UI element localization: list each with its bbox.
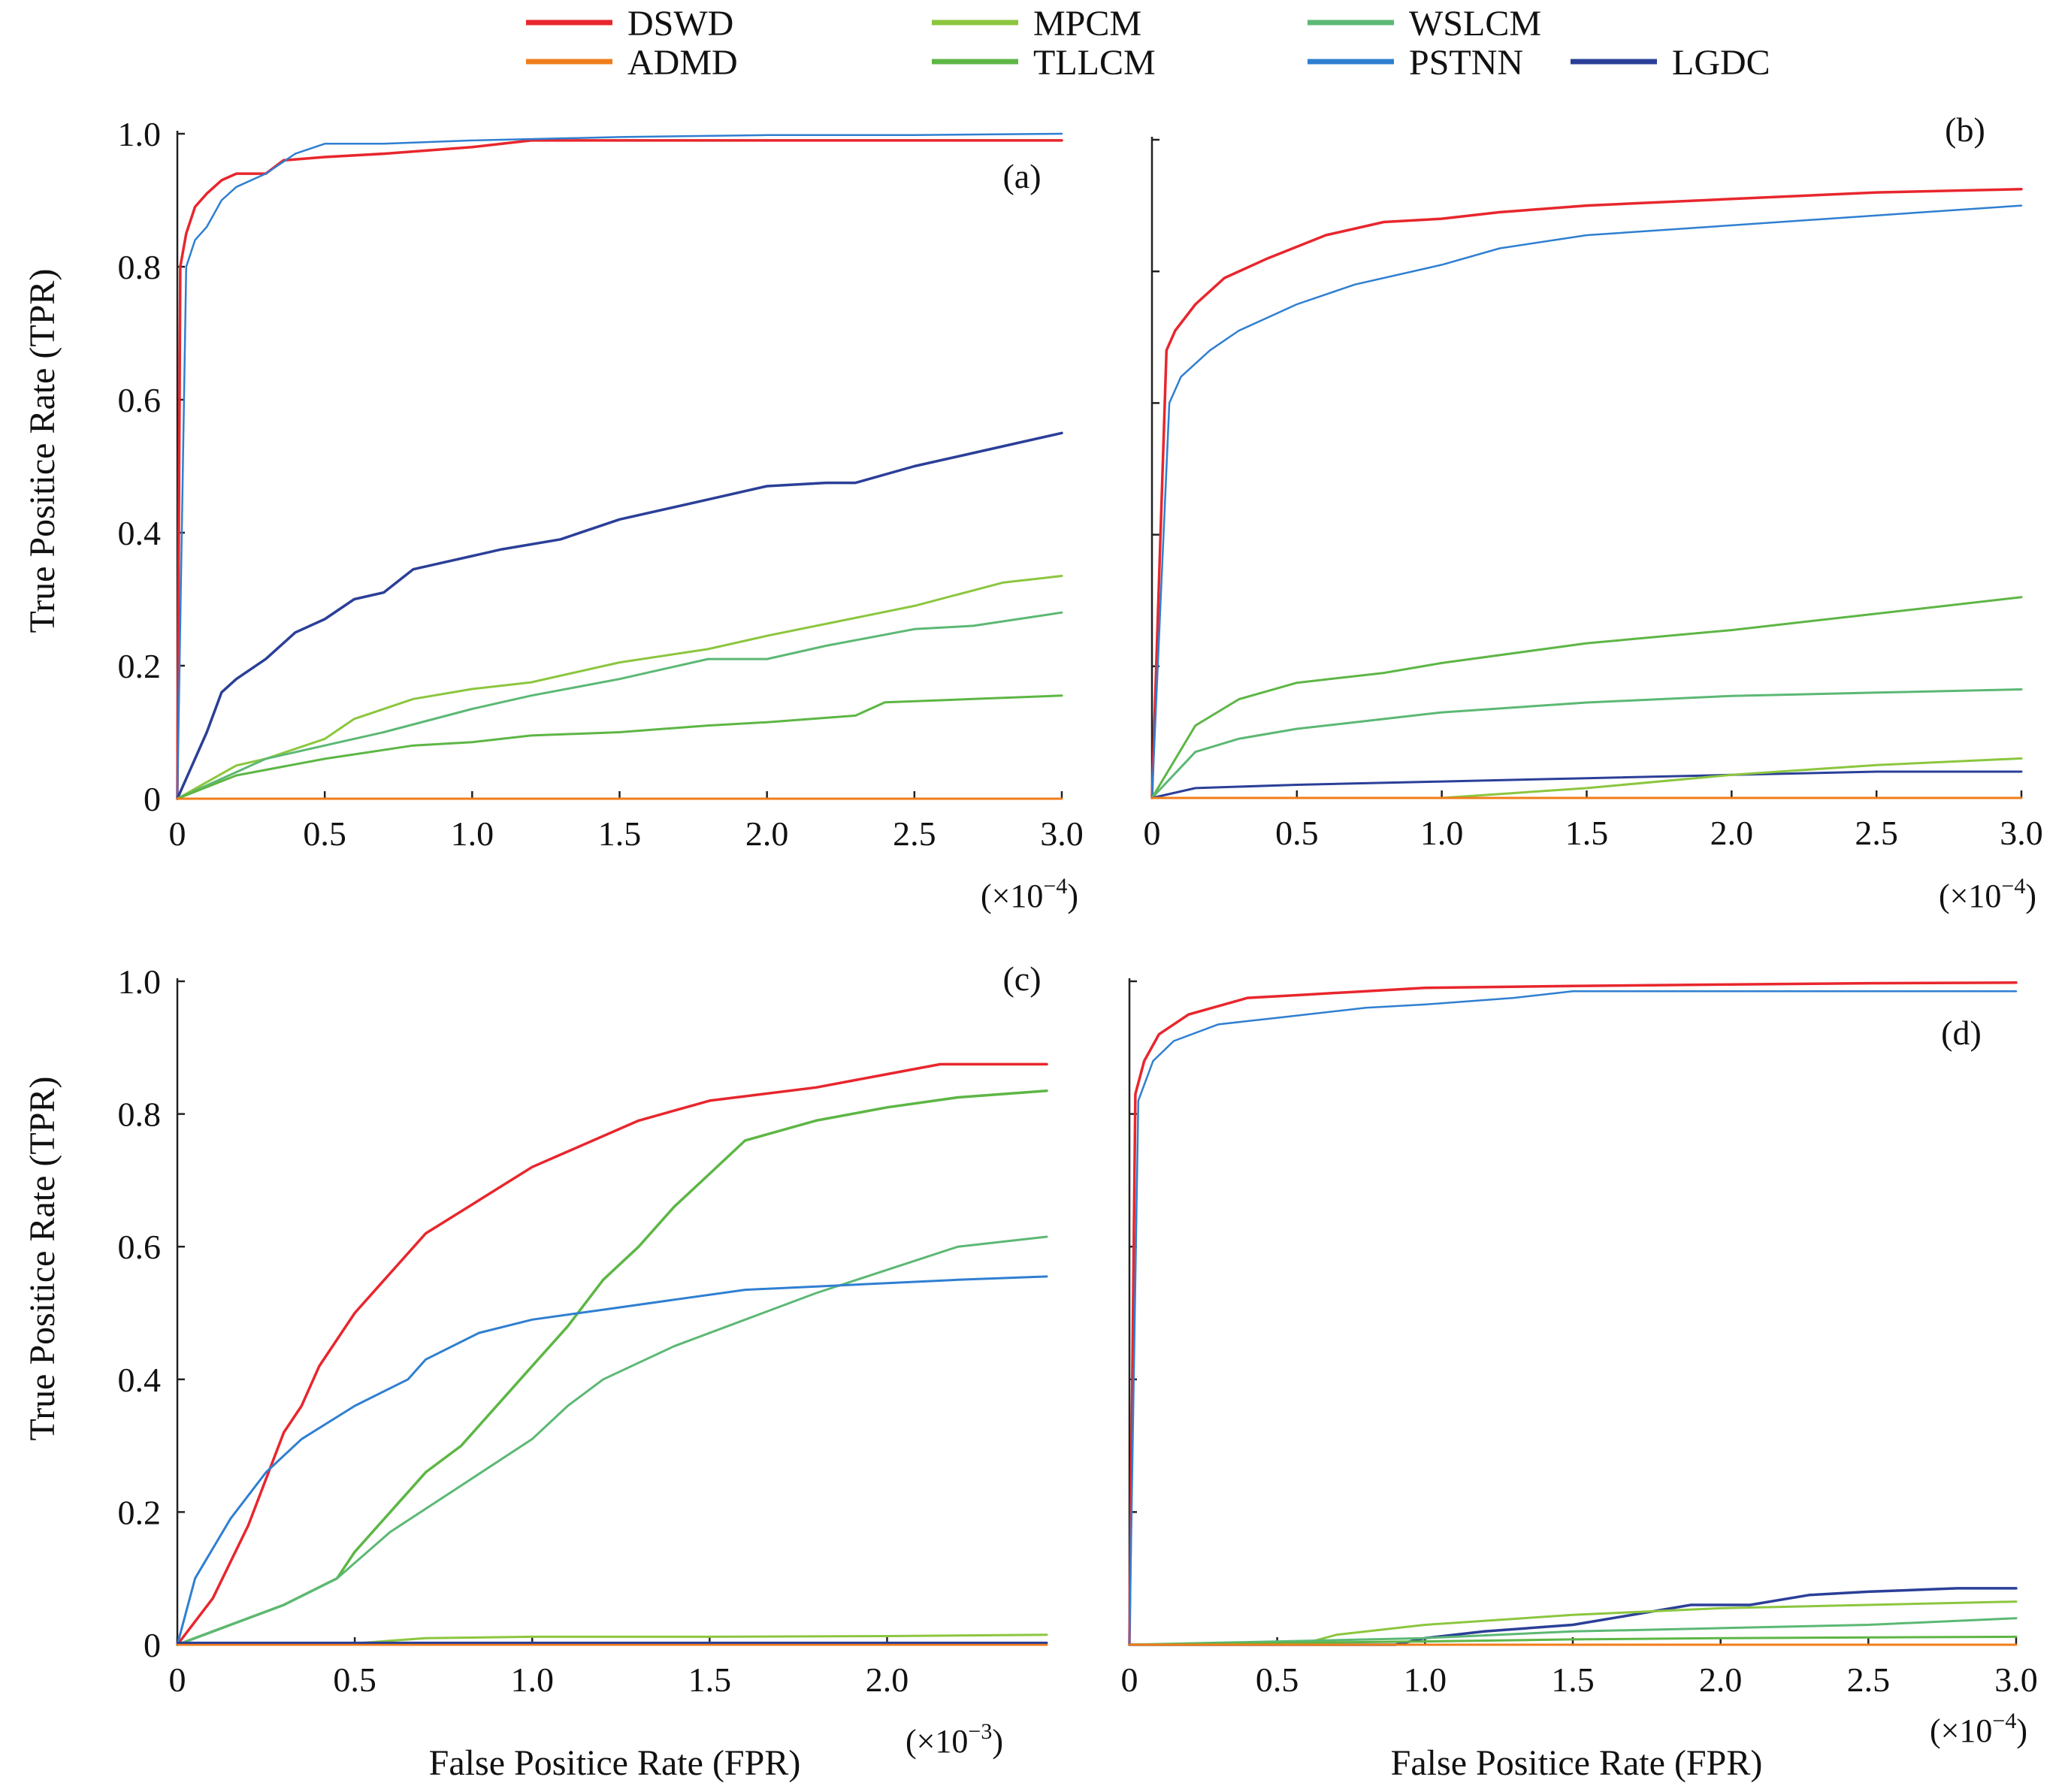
x-axis-title-right: False Positice Rate (FPR) <box>1391 1743 1763 1783</box>
series-line-b-wslcm <box>1150 688 2023 799</box>
panel-label-a: (a) <box>1002 157 1041 195</box>
y-tick-label-c-1: 0.2 <box>118 1493 162 1531</box>
y-tick-label-c-0: 0 <box>144 1626 161 1664</box>
x-tick-label-b-4: 2.0 <box>1710 814 1754 852</box>
legend-label-admd: ADMD <box>627 43 738 83</box>
x-tick-label-b-5: 2.5 <box>1855 814 1898 852</box>
x-tick-label-d-1: 0.5 <box>1256 1661 1299 1699</box>
series-line-b-tllcm <box>1150 596 2023 799</box>
x-tick-label-a-2: 1.0 <box>451 814 494 853</box>
x-multiplier-a: (×10−4) <box>981 874 1078 914</box>
legend-item-mpcm: MPCM <box>932 4 1141 44</box>
y-tick-label-a-2: 0.4 <box>118 514 162 552</box>
x-tick-label-a-6: 3.0 <box>1040 814 1084 853</box>
y-tick-label-c-2: 0.4 <box>118 1361 162 1399</box>
y-tick-label-c-3: 0.6 <box>118 1228 162 1266</box>
y-tick-label-a-3: 0.6 <box>118 381 162 419</box>
series-line-a-dswd <box>176 139 1063 800</box>
y-tick-label-a-5: 1.0 <box>118 115 162 153</box>
series-line-a-pstnn <box>176 132 1063 800</box>
legend-label-wslcm: WSLCM <box>1409 4 1541 44</box>
y-tick-label-a-4: 0.8 <box>118 248 162 286</box>
x-tick-label-d-3: 1.5 <box>1551 1661 1595 1699</box>
y-tick-label-c-4: 0.8 <box>118 1095 162 1134</box>
x-tick-label-a-5: 2.5 <box>893 814 936 853</box>
legend-item-wslcm: WSLCM <box>1308 4 1541 44</box>
legend-item-dswd: DSWD <box>526 4 733 44</box>
x-axis-title-left: False Positice Rate (FPR) <box>429 1743 801 1783</box>
x-multiplier-b: (×10−4) <box>1939 874 2036 914</box>
series-line-c-tllcm <box>176 1089 1048 1646</box>
legend-label-lgdc: LGDC <box>1672 43 1770 83</box>
x-tick-label-c-3: 1.5 <box>688 1661 732 1699</box>
x-tick-label-c-4: 2.0 <box>866 1661 909 1699</box>
legend: DSWD MPCM WSLCM ADMD TLLCM PSTNN LGDC <box>526 4 1770 83</box>
series-line-b-dswd <box>1150 187 2023 799</box>
panel-c: 0 0.2 0.4 0.6 0.8 1.0 0 0.5 1.0 1.5 2.0 (×10−3) (c) <box>118 959 1048 1760</box>
series-line-c-pstnn <box>176 1275 1048 1646</box>
series-line-b-lgdc <box>1150 770 2023 799</box>
series-line-a-wslcm <box>176 611 1063 800</box>
y-tick-label-a-1: 0.2 <box>118 647 162 685</box>
x-tick-label-d-0: 0 <box>1121 1661 1138 1699</box>
legend-item-lgdc: LGDC <box>1571 43 1770 83</box>
panel-label-c: (c) <box>1002 959 1041 998</box>
legend-item-admd: ADMD <box>526 43 738 83</box>
series-line-a-mpcm <box>176 575 1063 800</box>
x-tick-label-c-0: 0 <box>169 1661 186 1699</box>
x-tick-label-a-4: 2.0 <box>745 814 789 853</box>
series-line-b-pstnn <box>1150 204 2023 799</box>
series-line-a-lgdc <box>176 431 1063 800</box>
y-tick-label-c-5: 1.0 <box>118 962 162 1001</box>
series-line-d-pstnn <box>1128 990 2018 1646</box>
x-tick-label-c-1: 0.5 <box>333 1661 376 1699</box>
legend-label-dswd: DSWD <box>627 4 733 44</box>
x-tick-label-a-1: 0.5 <box>303 814 346 853</box>
series-line-d-tllcm <box>1128 1635 2018 1646</box>
panel-label-d: (d) <box>1941 1014 1982 1052</box>
x-tick-label-d-4: 2.0 <box>1699 1661 1743 1699</box>
chart-panels: 0 0.2 0.4 0.6 0.8 1.0 0 0.5 1.0 1.5 2.0 2.5 3.0 (×10−… <box>118 110 2043 1760</box>
legend-item-pstnn: PSTNN <box>1308 43 1523 83</box>
legend-label-mpcm: MPCM <box>1033 4 1141 44</box>
y-axis-title-top: True Positice Rate (TPR) <box>23 269 62 633</box>
series-line-c-dswd <box>176 1062 1048 1646</box>
y-axis-title-bottom: True Positice Rate (TPR) <box>23 1077 62 1441</box>
x-tick-label-a-0: 0 <box>169 814 186 853</box>
y-tick-label-a-0: 0 <box>144 780 161 818</box>
series-line-d-wslcm <box>1128 1617 2018 1646</box>
series-line-a-tllcm <box>176 694 1063 800</box>
legend-item-tllcm: TLLCM <box>932 43 1156 83</box>
series-line-c-wslcm <box>176 1235 1048 1646</box>
x-multiplier-c: (×10−3) <box>905 1719 1003 1760</box>
x-tick-label-c-2: 1.0 <box>510 1661 554 1699</box>
panel-label-b: (b) <box>1945 110 1985 149</box>
series-line-d-dswd <box>1128 981 2018 1646</box>
x-multiplier-d: (×10−4) <box>1930 1709 2027 1749</box>
x-tick-label-b-0: 0 <box>1144 814 1161 852</box>
panel-a: 0 0.2 0.4 0.6 0.8 1.0 0 0.5 1.0 1.5 2.0 2.5 3.0 (×10−… <box>118 115 1084 914</box>
x-tick-label-a-3: 1.5 <box>598 814 642 853</box>
x-tick-label-d-5: 2.5 <box>1847 1661 1891 1699</box>
legend-label-tllcm: TLLCM <box>1033 43 1156 83</box>
x-tick-label-b-3: 1.5 <box>1565 814 1609 852</box>
x-tick-label-b-2: 1.0 <box>1420 814 1464 852</box>
x-tick-label-b-6: 3.0 <box>2000 814 2043 852</box>
x-tick-label-b-1: 0.5 <box>1275 814 1319 852</box>
x-tick-label-d-6: 3.0 <box>1994 1661 2038 1699</box>
panel-d: 0 0.5 1.0 1.5 2.0 2.5 3.0 (×10−4) (d) <box>1121 978 2038 1749</box>
panel-b: 0 0.5 1.0 1.5 2.0 2.5 3.0 (×10−4) (b) <box>1144 110 2043 914</box>
x-tick-label-d-2: 1.0 <box>1404 1661 1447 1699</box>
legend-label-pstnn: PSTNN <box>1409 43 1523 83</box>
